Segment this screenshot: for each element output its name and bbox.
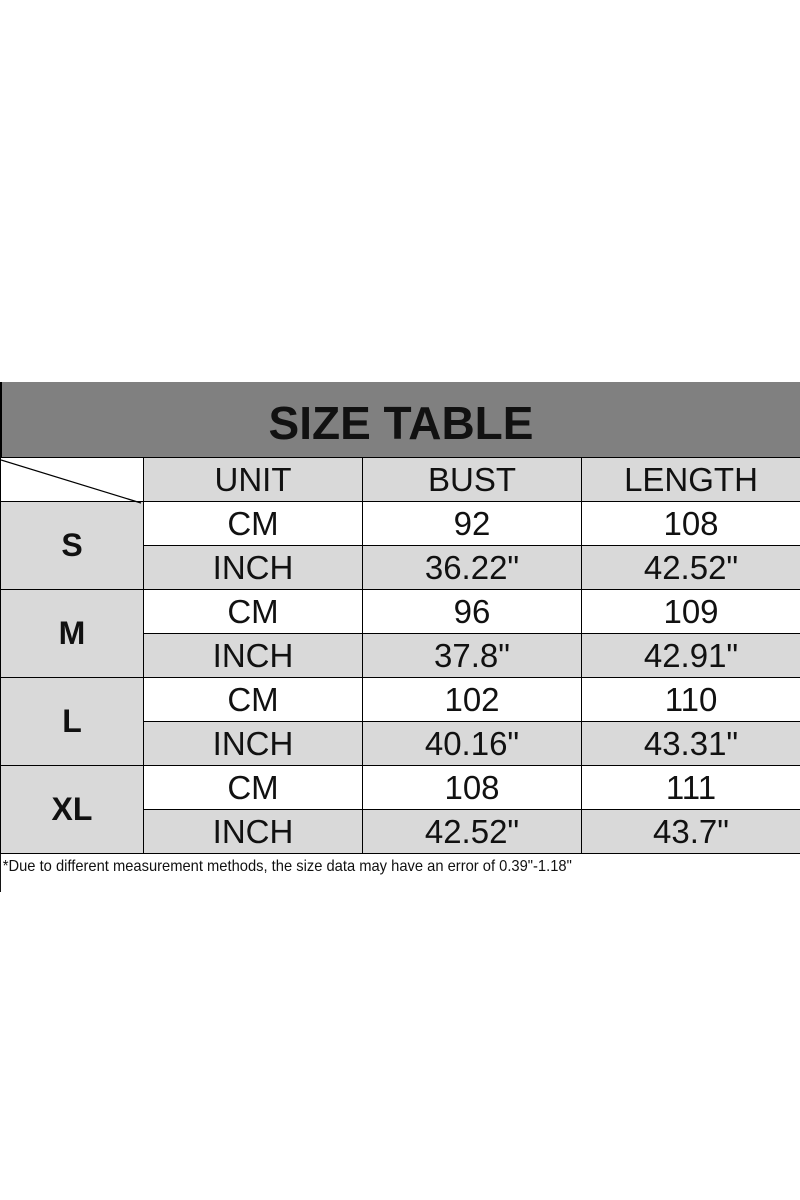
bust-cell: 92 (362, 501, 582, 546)
bust-cell: 108 (362, 765, 582, 810)
size-table-sheet: SIZE TABLE UNIT BUST LENGTH S CM 92 108 INCH… (0, 382, 800, 892)
bust-cell: 96 (362, 589, 582, 634)
unit-cell: INCH (143, 633, 363, 678)
length-cell: 111 (581, 765, 800, 810)
diagonal-line (1, 459, 142, 504)
header-unit: UNIT (143, 457, 363, 502)
table-row: L CM 102 110 (0, 677, 800, 766)
unit-cell: INCH (143, 809, 363, 854)
size-label: XL (0, 765, 144, 854)
length-cell: 110 (581, 677, 800, 722)
bust-cell: 37.8" (362, 633, 582, 678)
length-cell: 43.7" (581, 809, 800, 854)
length-cell: 43.31" (581, 721, 800, 766)
size-label: M (0, 589, 144, 678)
unit-cell: INCH (143, 545, 363, 590)
table-row: S CM 92 108 (0, 501, 800, 590)
table-row: M CM 96 109 (0, 589, 800, 678)
unit-cell: CM (143, 677, 363, 722)
unit-cell: CM (143, 501, 363, 546)
bust-cell: 42.52" (362, 809, 582, 854)
length-cell: 42.91" (581, 633, 800, 678)
unit-cell: INCH (143, 721, 363, 766)
table-row: INCH 40.16" 43.31" (1, 721, 800, 766)
measurement-note: *Due to different measurement methods, t… (0, 854, 736, 892)
bust-cell: 102 (362, 677, 582, 722)
length-cell: 108 (581, 501, 800, 546)
unit-cell: CM (143, 765, 363, 810)
table-row: XL CM 108 111 (0, 765, 800, 854)
table-title: SIZE TABLE (0, 382, 800, 457)
length-cell: 109 (581, 589, 800, 634)
bust-cell: 36.22" (362, 545, 582, 590)
table-row: INCH 37.8" 42.91" (1, 633, 800, 678)
unit-cell: CM (143, 589, 363, 634)
header-bust: BUST (362, 457, 582, 502)
table-row: INCH 36.22" 42.52" (1, 545, 800, 590)
header-length: LENGTH (581, 457, 800, 502)
size-label: L (0, 677, 144, 766)
corner-cell (0, 457, 144, 504)
bust-cell: 40.16" (362, 721, 582, 766)
header-row: UNIT BUST LENGTH (0, 457, 800, 504)
size-table: UNIT BUST LENGTH S CM 92 108 INCH 36.22" 42.52… (0, 457, 800, 854)
table-row: INCH 42.52" 43.7" (1, 809, 800, 854)
length-cell: 42.52" (581, 545, 800, 590)
size-label: S (0, 501, 144, 590)
